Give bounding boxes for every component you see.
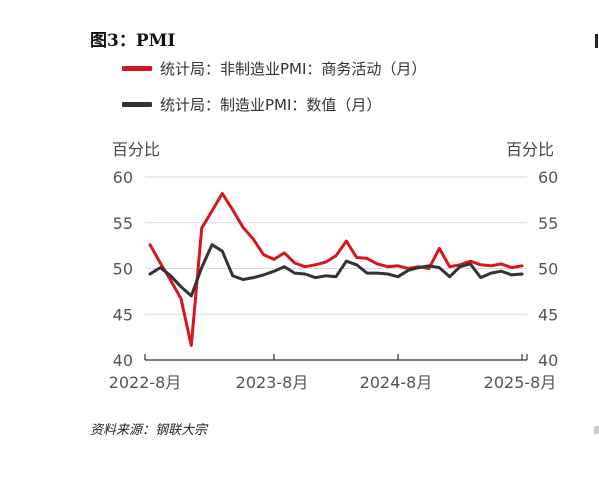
y-tick-label-right: 60 bbox=[538, 168, 558, 187]
y-tick-label-right: 55 bbox=[538, 214, 558, 233]
series-line-manufacturing bbox=[148, 243, 524, 298]
series-line-non-manufacturing bbox=[148, 192, 524, 347]
x-tick-label: 2024-8月 bbox=[360, 373, 433, 392]
legend-item-non-manufacturing: 统计局：非制造业PMI：商务活动（月） bbox=[122, 58, 426, 79]
cropped-edge-mark bbox=[594, 426, 599, 434]
x-tick-label: 2025-8月 bbox=[484, 373, 557, 392]
legend-label: 统计局：制造业PMI：数值（月） bbox=[160, 96, 382, 114]
y-tick-label-left: 60 bbox=[113, 168, 133, 187]
y-tick-label-right: 45 bbox=[538, 305, 558, 324]
y-tick-label-left: 55 bbox=[113, 214, 133, 233]
y-tick-label-right: 40 bbox=[538, 351, 558, 370]
source-note: 资料来源：钢联大宗 bbox=[90, 423, 208, 438]
y-axis-unit-right: 百分比 bbox=[506, 140, 555, 159]
y-tick-label-left: 45 bbox=[113, 305, 133, 324]
cropped-edge-mark bbox=[595, 34, 598, 48]
legend-swatch-red bbox=[122, 66, 152, 71]
y-tick-label-left: 50 bbox=[113, 260, 133, 279]
y-axis-unit-left: 百分比 bbox=[112, 140, 161, 159]
legend-label: 统计局：非制造业PMI：商务活动（月） bbox=[160, 60, 427, 78]
x-tick-label: 2023-8月 bbox=[236, 373, 309, 392]
y-tick-label-right: 50 bbox=[538, 260, 558, 279]
y-tick-label-left: 40 bbox=[113, 351, 133, 370]
legend-item-manufacturing: 统计局：制造业PMI：数值（月） bbox=[122, 94, 381, 115]
x-tick-label: 2022-8月 bbox=[109, 373, 182, 392]
figure-title: 图3：PMI bbox=[90, 31, 176, 51]
legend-swatch-dark bbox=[122, 102, 152, 107]
